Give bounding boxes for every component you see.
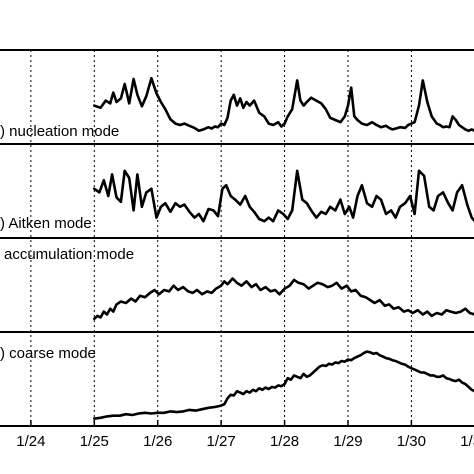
panel-label-accumulation: accumulation mode [4,246,134,263]
x-tick-label-1-30: 1/30 [397,433,426,450]
panel-label-aitken: ) Aitken mode [0,215,92,232]
x-tick-label-1-25: 1/25 [80,433,109,450]
x-axis-tick-labels: 1/24 1/25 1/26 1/27 1/28 1/29 1/30 1/31 [16,433,474,450]
x-tick-label-1-31: 1/31 [460,433,474,450]
panel-nucleation: ) nucleation mode [0,49,474,145]
series-line-aitken [93,169,474,223]
panel-coarse: ) coarse mode [0,331,474,427]
x-axis-ticks [30,420,413,426]
panel-label-nucleation: ) nucleation mode [0,123,119,140]
x-tick-label-1-26: 1/26 [143,433,172,450]
panel-frame-coarse [0,331,474,427]
x-tick-label-1-24: 1/24 [16,433,45,450]
panel-label-coarse: ) coarse mode [0,345,96,362]
series-line-nucleation [93,76,474,133]
panel-aitken: ) Aitken mode [0,143,474,239]
x-tick-label-1-28: 1/28 [270,433,299,450]
x-tick-label-1-27: 1/27 [207,433,236,450]
series-line-accumulation [93,277,474,321]
series-line-coarse [93,350,474,420]
panel-accumulation: accumulation mode [0,237,474,333]
x-tick-label-1-29: 1/29 [333,433,362,450]
